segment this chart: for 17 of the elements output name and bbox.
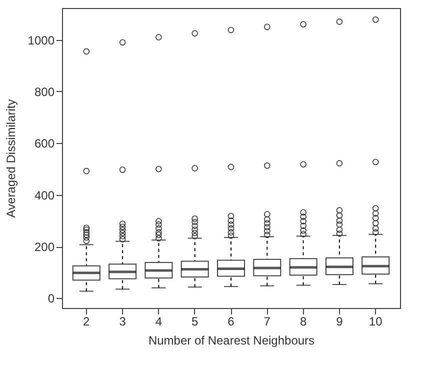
x-tick-label: 7	[264, 314, 271, 328]
x-tick-label: 10	[368, 314, 383, 328]
y-tick-label: 600	[34, 136, 55, 151]
x-tick-label: 2	[83, 314, 90, 328]
y-tick-label: 200	[34, 240, 55, 254]
x-axis-title: Number of Nearest Neighbours	[148, 334, 315, 348]
y-tick-label: 800	[34, 84, 55, 99]
y-axis-title: Averaged Dissimilarity	[4, 99, 18, 218]
y-tick-label: 1000	[28, 33, 55, 48]
x-tick-label: 4	[155, 314, 162, 328]
x-tick-label: 3	[119, 314, 126, 328]
y-tick-label: 400	[34, 188, 55, 202]
x-tick-label: 6	[228, 314, 235, 328]
x-tick-label: 5	[192, 314, 199, 328]
x-tick-label: 9	[336, 314, 344, 328]
x-tick-label: 8	[300, 314, 307, 328]
y-tick-label: 0	[48, 292, 55, 306]
